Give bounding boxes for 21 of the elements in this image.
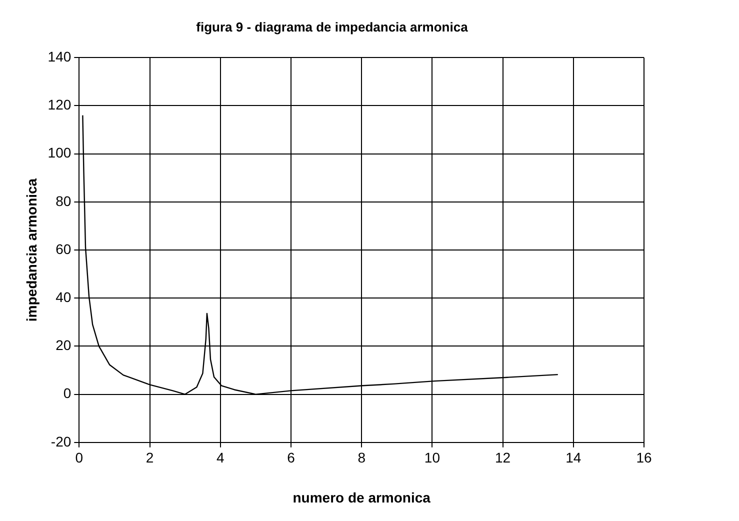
x-tick-label: 10 <box>424 450 440 466</box>
y-tick-label: -20 <box>50 433 72 450</box>
y-tick-label: 20 <box>56 337 72 354</box>
x-tick-label: 2 <box>146 450 154 466</box>
y-tick-label: 0 <box>63 385 72 402</box>
y-tick-label: 40 <box>56 288 72 305</box>
x-tick-label: 16 <box>636 450 652 466</box>
y-tick-label: 60 <box>56 240 72 257</box>
x-axis-title: numero de armonica <box>292 489 431 506</box>
x-tick-label: 14 <box>566 450 582 466</box>
y-tick-label: 140 <box>48 48 72 64</box>
x-tick-label: 8 <box>358 450 366 466</box>
x-tick-label: 0 <box>75 450 84 466</box>
x-tick-label: 12 <box>495 450 511 466</box>
y-tick-label: 100 <box>48 144 72 161</box>
x-tick-label: 4 <box>216 450 224 466</box>
y-tick-label: 80 <box>56 192 72 209</box>
y-axis-title: impedancia armonica <box>23 178 40 322</box>
y-tick-label: 120 <box>48 96 72 113</box>
x-tick-label: 6 <box>287 450 296 466</box>
chart-title: figura 9 - diagrama de impedancia armonica <box>196 19 469 34</box>
